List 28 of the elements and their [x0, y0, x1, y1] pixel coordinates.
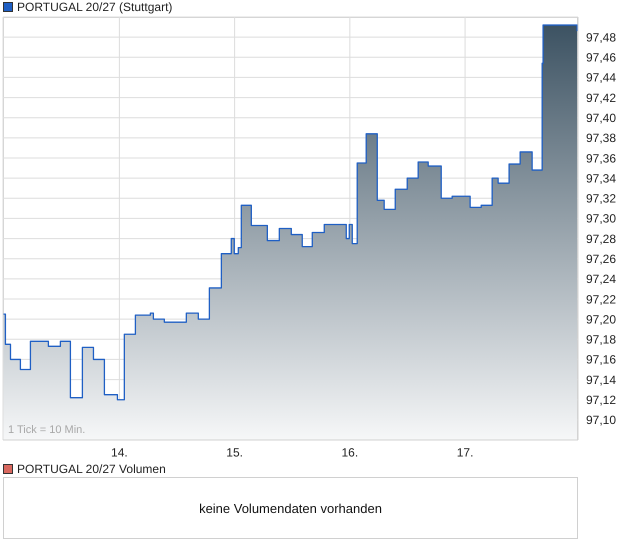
y-tick-label: 97,38 — [586, 131, 616, 146]
y-tick-label: 97,30 — [586, 212, 616, 226]
y-tick-label: 97,26 — [586, 252, 616, 266]
y-tick-label: 97,10 — [586, 413, 616, 428]
y-tick-label: 97,34 — [586, 171, 616, 186]
legend-label: PORTUGAL 20/27 (Stuttgart) — [17, 0, 172, 14]
y-tick-label: 97,48 — [586, 30, 616, 44]
y-tick-label: 97,32 — [586, 192, 616, 206]
y-tick-label: 97,44 — [586, 70, 616, 85]
y-tick-label: 97,28 — [586, 232, 616, 246]
y-tick-label: 97,40 — [586, 110, 616, 125]
annotation: 1 Tick = 10 Min. — [8, 424, 86, 436]
x-tick-label: 15. — [226, 446, 243, 460]
y-tick-label: 97,42 — [586, 90, 616, 105]
x-tick-label: 16. — [342, 446, 358, 460]
y-tick-label: 97,22 — [586, 292, 616, 306]
y-tick-label: 97,36 — [586, 151, 616, 166]
y-tick-label: 97,14 — [586, 372, 616, 387]
text: keine Volumendaten vorhanden — [199, 500, 382, 516]
y-tick-label: 97,18 — [586, 332, 616, 347]
y-tick-label: 97,46 — [586, 50, 616, 65]
y-tick-label: 97,20 — [586, 312, 616, 326]
y-tick-label: 97,24 — [586, 272, 616, 286]
x-tick-label: 14. — [111, 446, 128, 460]
x-tick-label: 17. — [456, 446, 474, 460]
legend-label: PORTUGAL 20/27 Volumen — [17, 462, 166, 476]
y-tick-label: 97,16 — [586, 352, 616, 367]
y-tick-label: 97,12 — [586, 392, 616, 407]
